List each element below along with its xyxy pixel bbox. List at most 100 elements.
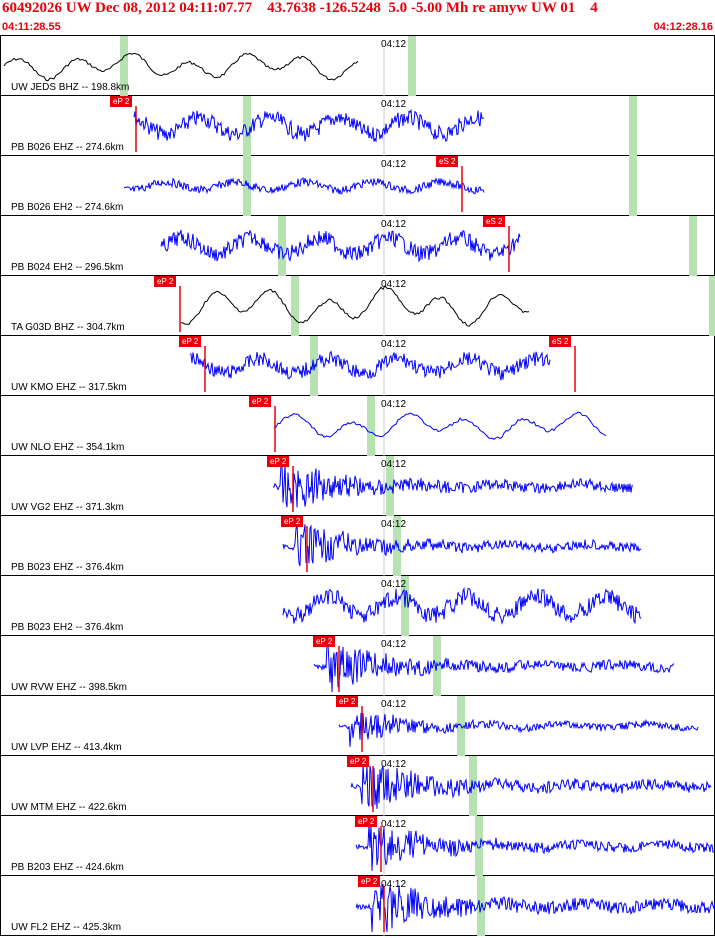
trace-plot: [355, 816, 715, 876]
minute-tick-label: 04:12: [381, 99, 407, 110]
trace-plot: [282, 576, 642, 636]
trace-plot: [160, 216, 697, 276]
phase-pick-flag[interactable]: eP 2: [313, 636, 336, 647]
trace-panel[interactable]: 04:12 eP 2 eS 2 UW KMO EHZ -- 317.5km: [0, 336, 715, 396]
phase-pick-flag[interactable]: eP 2: [154, 276, 177, 287]
station-channel-label: UW FL2 EHZ -- 425.3km: [11, 922, 122, 933]
station-channel-label: UW MTM EHZ -- 422.6km: [11, 802, 127, 813]
seismic-waveform: [350, 763, 712, 809]
phase-pick-flag[interactable]: eP 2: [110, 96, 133, 107]
window-start-time: 04:11:28.55: [2, 21, 61, 33]
phase-pick-flag[interactable]: eP 2: [347, 756, 370, 767]
trace-plot: [273, 396, 607, 456]
phase-pick-flag[interactable]: eS 2: [549, 336, 572, 347]
trace-plot: [313, 636, 675, 696]
station-channel-label: UW NLO EHZ -- 354.1km: [11, 442, 125, 453]
seismic-waveform: [189, 350, 551, 381]
trace-panel[interactable]: 04:12 eS 2 PB B026 EH2 -- 274.6km: [0, 156, 715, 216]
seismic-waveform: [313, 643, 675, 693]
station-channel-label: UW RVW EHZ -- 398.5km: [11, 682, 127, 693]
trace-panel[interactable]: 04:12 eP 2 UW NLO EHZ -- 354.1km: [0, 396, 715, 456]
minute-tick-label: 04:12: [381, 159, 407, 170]
seismic-waveform: [272, 463, 634, 509]
minute-tick-label: 04:12: [381, 879, 407, 890]
minute-tick-label: 04:12: [381, 639, 407, 650]
seismic-waveform: [273, 411, 607, 441]
minute-tick-label: 04:12: [381, 459, 407, 470]
trace-panel[interactable]: 04:12 eP 2 UW FL2 EHZ -- 425.3km: [0, 876, 715, 936]
trace-plot: [338, 696, 699, 756]
seismic-waveform: [3, 52, 359, 82]
station-channel-label: PB B026 EH2 -- 274.6km: [11, 202, 124, 213]
phase-pick-flag[interactable]: eP 2: [249, 396, 272, 407]
station-channel-label: PB B023 EHZ -- 376.4km: [11, 562, 124, 573]
trace-panel[interactable]: 04:12 eP 2 PB B023 EHZ -- 376.4km: [0, 516, 715, 576]
trace-plot: [123, 156, 637, 216]
minute-tick-label: 04:12: [381, 399, 407, 410]
phase-window-bar: [709, 276, 715, 336]
trace-panel[interactable]: 04:12 eP 2 UW RVW EHZ -- 398.5km: [0, 636, 715, 696]
phase-window-bar: [120, 36, 128, 96]
minute-tick-label: 04:12: [381, 339, 407, 350]
phase-pick-flag[interactable]: eP 2: [267, 456, 290, 467]
trace-panel[interactable]: 04:12 eS 2 PB B024 EH2 -- 296.5km: [0, 216, 715, 276]
phase-window-bar: [278, 216, 286, 276]
phase-window-bar: [408, 36, 416, 96]
phase-window-bar: [367, 396, 375, 456]
minute-tick-label: 04:12: [381, 219, 407, 230]
phase-pick-flag[interactable]: eS 2: [436, 156, 459, 167]
seismic-waveform: [133, 108, 485, 143]
station-channel-label: PB B023 EH2 -- 376.4km: [11, 622, 124, 633]
trace-panel[interactable]: 04:12 eP 2 UW MTM EHZ -- 422.6km: [0, 756, 715, 816]
event-header: 60492026 UW Dec 08, 2012 04:11:07.77 43.…: [0, 0, 715, 36]
phase-pick-flag[interactable]: eS 2: [483, 216, 506, 227]
seismic-waveform: [282, 523, 642, 567]
trace-plot: [355, 876, 715, 936]
phase-window-bar: [291, 276, 299, 336]
minute-tick-label: 04:12: [381, 699, 407, 710]
trace-panel[interactable]: 04:12 eP 2 PB B203 EHZ -- 424.6km: [0, 816, 715, 876]
window-end-time: 04:12:28.16: [653, 21, 713, 33]
phase-pick-flag[interactable]: eP 2: [355, 816, 378, 827]
trace-panel[interactable]: 04:12 PB B023 EH2 -- 376.4km: [0, 576, 715, 636]
station-channel-label: UW LVP EHZ -- 413.4km: [11, 742, 122, 753]
station-channel-label: TA G03D BHZ -- 304.7km: [11, 322, 125, 333]
trace-plot: [179, 276, 715, 336]
trace-plot: [189, 336, 576, 396]
trace-plot: [350, 756, 712, 816]
minute-tick-label: 04:12: [381, 579, 407, 590]
seismic-waveform: [160, 229, 521, 263]
trace-plot: [282, 516, 642, 576]
trace-panel[interactable]: 04:12 eP 2 PB B026 EHZ -- 274.6km: [0, 96, 715, 156]
phase-pick-flag[interactable]: eP 2: [179, 336, 202, 347]
seismogram-panels: 04:12 UW JEDS BHZ -- 198.8km 04:12 eP 2 PB B…: [0, 36, 715, 938]
phase-window-bar: [475, 816, 483, 876]
station-channel-label: PB B024 EH2 -- 296.5km: [11, 262, 124, 273]
trace-panel[interactable]: 04:12 eP 2 UW LVP EHZ -- 413.4km: [0, 696, 715, 756]
minute-tick-label: 04:12: [381, 819, 407, 830]
phase-pick-flag[interactable]: eP 2: [336, 696, 359, 707]
trace-plot: [272, 456, 634, 516]
trace-plot: [3, 36, 416, 96]
phase-pick-flag[interactable]: eP 2: [358, 876, 381, 887]
station-channel-label: UW JEDS BHZ -- 198.8km: [11, 82, 130, 93]
trace-plot: [133, 96, 637, 156]
seismic-waveform: [355, 823, 715, 871]
seismic-waveform: [338, 712, 699, 747]
minute-tick-label: 04:12: [381, 39, 407, 50]
event-title: 60492026 UW Dec 08, 2012 04:11:07.77 43.…: [2, 0, 598, 16]
station-channel-label: PB B203 EHZ -- 424.6km: [11, 862, 124, 873]
minute-tick-label: 04:12: [381, 759, 407, 770]
seismic-waveform: [123, 176, 485, 195]
phase-window-bar: [689, 216, 697, 276]
station-channel-label: UW VG2 EHZ -- 371.3km: [11, 502, 124, 513]
trace-panel[interactable]: 04:12 eP 2 UW VG2 EHZ -- 371.3km: [0, 456, 715, 516]
trace-panel[interactable]: 04:12 UW JEDS BHZ -- 198.8km: [0, 36, 715, 96]
seismic-waveform: [282, 586, 642, 625]
phase-pick-flag[interactable]: eP 2: [281, 516, 304, 527]
station-channel-label: UW KMO EHZ -- 317.5km: [11, 382, 127, 393]
trace-panel[interactable]: 04:12 eP 2 TA G03D BHZ -- 304.7km: [0, 276, 715, 336]
phase-window-bar: [243, 96, 251, 156]
phase-window-bar: [629, 96, 637, 156]
station-channel-label: PB B026 EHZ -- 274.6km: [11, 142, 124, 153]
